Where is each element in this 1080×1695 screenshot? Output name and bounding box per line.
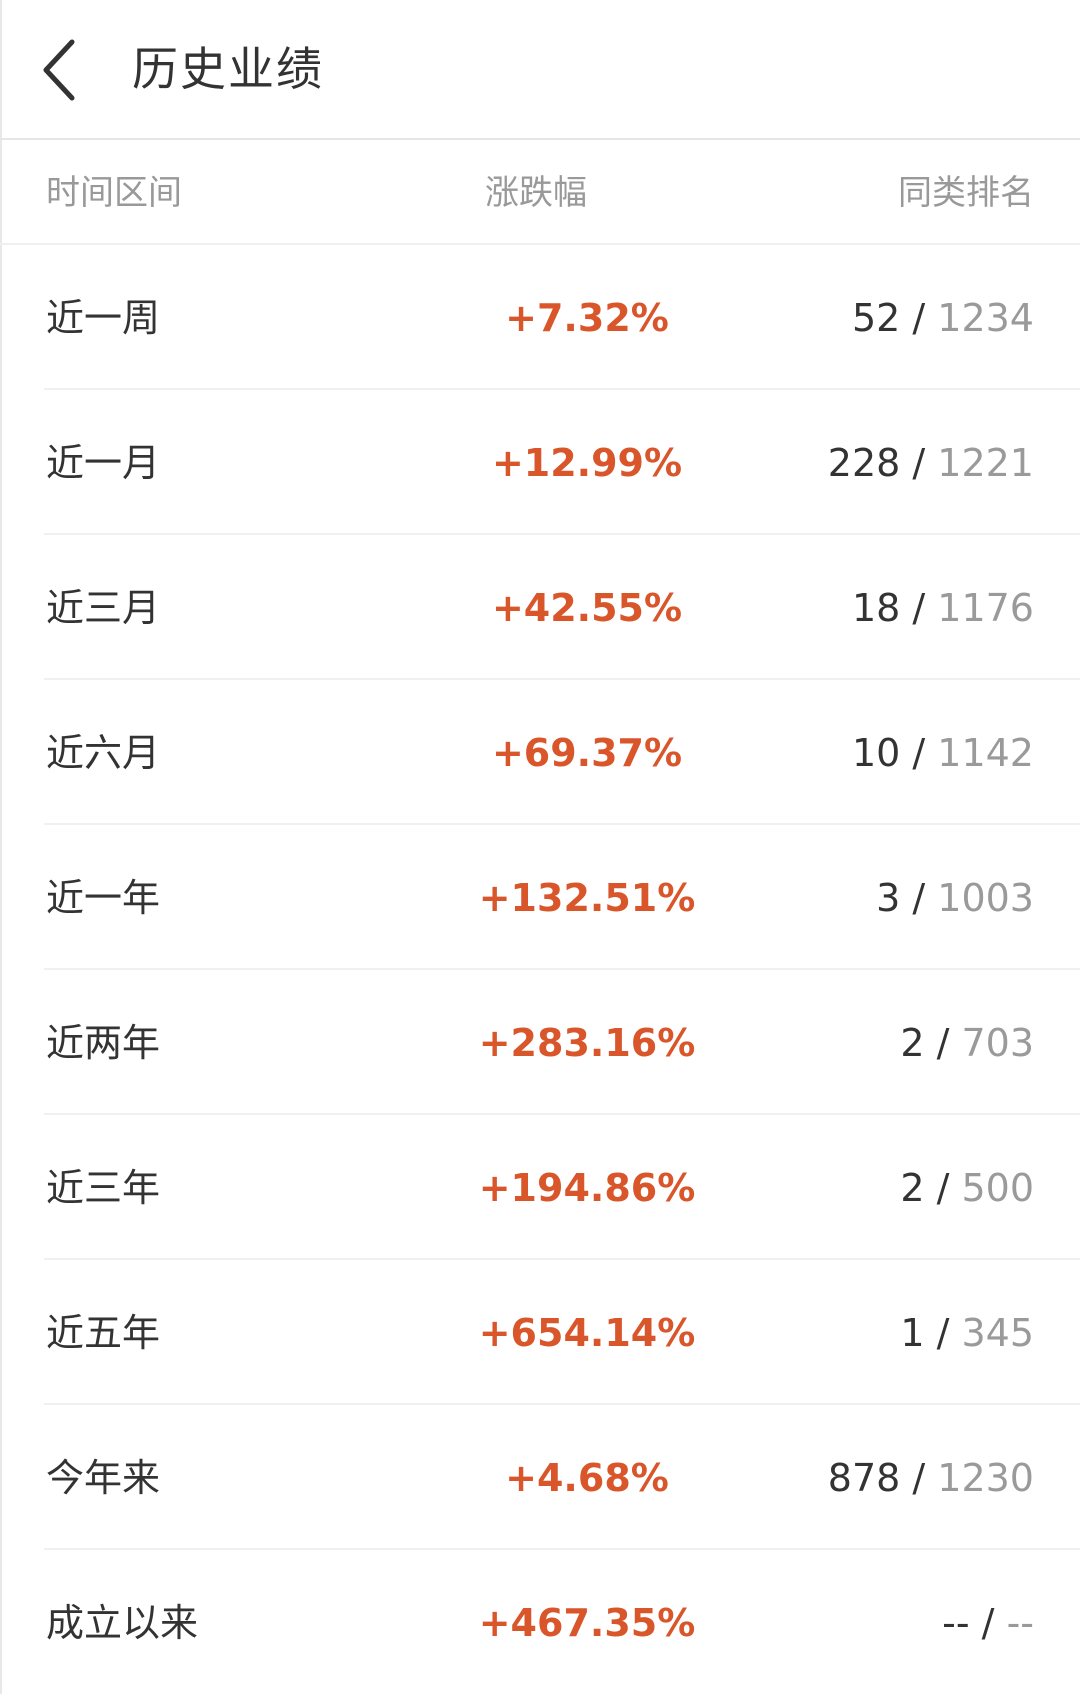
rank-separator: /: [969, 1601, 1007, 1645]
rank-cell: 2 / 500: [900, 1163, 1034, 1213]
rank-separator: /: [924, 1311, 962, 1355]
rank-value: 2: [900, 1021, 925, 1065]
rank-value: 10: [851, 731, 901, 775]
period-cell: 近一年: [46, 876, 161, 920]
chevron-left-icon: [43, 39, 75, 101]
table-row: 成立以来 +467.35% -- / --: [44, 1550, 1080, 1695]
rank-cell: 10 / 1142: [852, 728, 1034, 778]
top-nav-bar: 历史业绩: [0, 0, 1080, 140]
table-row: 近一年 +132.51% 3 / 1003: [44, 825, 1080, 970]
rank-cell: 18 / 1176: [852, 583, 1034, 633]
rank-separator: /: [900, 296, 938, 340]
rank-value: 52: [851, 296, 901, 340]
rank-separator: /: [900, 876, 938, 920]
rank-total: 1234: [937, 296, 1034, 340]
change-cell: +42.55%: [491, 586, 683, 630]
change-cell: +654.14%: [478, 1311, 696, 1355]
period-cell: 近六月: [46, 731, 161, 775]
period-cell: 近三月: [46, 586, 161, 630]
rank-separator: /: [924, 1166, 962, 1210]
rank-cell: -- / --: [942, 1598, 1034, 1648]
column-header-change: 涨跌幅: [485, 173, 587, 213]
change-cell: +194.86%: [478, 1166, 696, 1210]
back-button[interactable]: [30, 30, 100, 110]
rank-separator: /: [900, 731, 938, 775]
rank-value: 1: [900, 1311, 925, 1355]
change-cell: +69.37%: [491, 731, 683, 775]
rank-cell: 878 / 1230: [828, 1453, 1034, 1503]
rank-cell: 228 / 1221: [828, 438, 1034, 488]
change-cell: +7.32%: [505, 296, 669, 340]
table-row: 今年来 +4.68% 878 / 1230: [44, 1405, 1080, 1550]
rank-total: 703: [961, 1021, 1034, 1065]
period-cell: 近一月: [46, 441, 161, 485]
period-cell: 近两年: [46, 1021, 161, 1065]
change-cell: +467.35%: [478, 1601, 696, 1645]
rank-total: 1176: [937, 586, 1034, 630]
table-header: 时间区间 涨跌幅 同类排名: [0, 140, 1080, 245]
rank-value: 3: [876, 876, 901, 920]
rank-total: 1221: [937, 441, 1034, 485]
period-cell: 近五年: [46, 1311, 161, 1355]
column-header-rank: 同类排名: [898, 173, 1034, 213]
period-cell: 今年来: [46, 1456, 161, 1500]
rank-cell: 52 / 1234: [852, 293, 1034, 343]
rank-separator: /: [900, 441, 938, 485]
table-row: 近一周 +7.32% 52 / 1234: [44, 245, 1080, 390]
rank-value: 18: [851, 586, 901, 630]
table-row: 近两年 +283.16% 2 / 703: [44, 970, 1080, 1115]
rank-total: 345: [961, 1311, 1034, 1355]
column-header-period: 时间区间: [46, 173, 182, 213]
change-cell: +283.16%: [478, 1021, 696, 1065]
change-cell: +132.51%: [478, 876, 696, 920]
period-cell: 近三年: [46, 1166, 161, 1210]
table-row: 近五年 +654.14% 1 / 345: [44, 1260, 1080, 1405]
table-row: 近一月 +12.99% 228 / 1221: [44, 390, 1080, 535]
rank-value: 2: [900, 1166, 925, 1210]
rank-cell: 2 / 703: [900, 1018, 1034, 1068]
rank-total: 1230: [937, 1456, 1034, 1500]
rank-separator: /: [924, 1021, 962, 1065]
rank-value: 878: [827, 1456, 901, 1500]
page-title: 历史业绩: [132, 42, 324, 96]
performance-table: 近一周 +7.32% 52 / 1234 近一月 +12.99% 228 / 1…: [0, 245, 1080, 1695]
change-cell: +12.99%: [491, 441, 683, 485]
rank-separator: /: [900, 586, 938, 630]
rank-value: --: [942, 1601, 970, 1645]
table-row: 近六月 +69.37% 10 / 1142: [44, 680, 1080, 825]
change-cell: +4.68%: [505, 1456, 669, 1500]
rank-total: 1142: [937, 731, 1034, 775]
rank-value: 228: [827, 441, 901, 485]
rank-total: --: [1006, 1601, 1034, 1645]
table-row: 近三月 +42.55% 18 / 1176: [44, 535, 1080, 680]
rank-separator: /: [900, 1456, 938, 1500]
period-cell: 近一周: [46, 296, 161, 340]
period-cell: 成立以来: [46, 1601, 199, 1645]
table-row: 近三年 +194.86% 2 / 500: [44, 1115, 1080, 1260]
rank-total: 500: [961, 1166, 1034, 1210]
rank-cell: 3 / 1003: [876, 873, 1034, 923]
rank-cell: 1 / 345: [900, 1308, 1034, 1358]
page-left-border: [0, 0, 2, 1694]
rank-total: 1003: [937, 876, 1034, 920]
